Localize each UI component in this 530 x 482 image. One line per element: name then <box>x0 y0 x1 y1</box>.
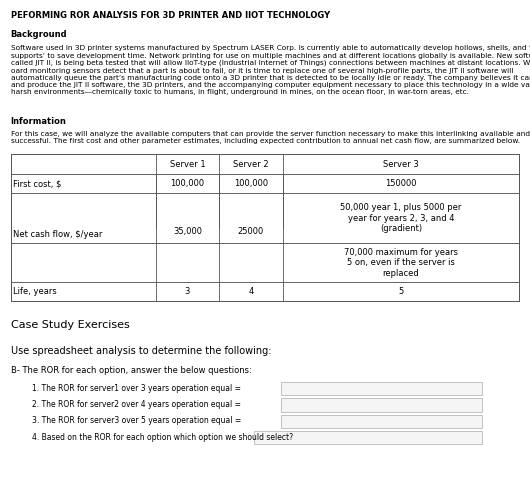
Text: 100,000: 100,000 <box>170 179 205 188</box>
Text: Server 2: Server 2 <box>233 160 269 169</box>
Text: 100,000: 100,000 <box>234 179 268 188</box>
Text: Server 1: Server 1 <box>170 160 205 169</box>
Text: Life, years: Life, years <box>13 287 57 296</box>
Bar <box>11 174 519 193</box>
Text: Server 3: Server 3 <box>383 160 419 169</box>
Text: First cost, $: First cost, $ <box>13 179 61 188</box>
Text: 25000: 25000 <box>238 227 264 236</box>
Text: Background: Background <box>11 30 67 39</box>
Bar <box>11 193 519 243</box>
Bar <box>11 282 519 301</box>
Text: 4. Based on the ROR for each option which option we should select?: 4. Based on the ROR for each option whic… <box>32 433 293 442</box>
Text: Use spreadsheet analysis to determine the following:: Use spreadsheet analysis to determine th… <box>11 346 271 356</box>
Text: 70,000 maximum for years
5 on, even if the server is
replaced: 70,000 maximum for years 5 on, even if t… <box>344 248 458 278</box>
Text: 35,000: 35,000 <box>173 227 202 236</box>
Text: Information: Information <box>11 117 66 126</box>
Text: Software used in 3D printer systems manufactured by Spectrum LASER Corp. is curr: Software used in 3D printer systems manu… <box>11 45 530 95</box>
Text: B- The ROR for each option, answer the below questions:: B- The ROR for each option, answer the b… <box>11 366 251 375</box>
Bar <box>11 243 519 282</box>
Text: 3: 3 <box>185 287 190 296</box>
Text: Case Study Exercises: Case Study Exercises <box>11 320 129 330</box>
Text: 5: 5 <box>399 287 404 296</box>
Bar <box>11 154 519 174</box>
Bar <box>11 174 519 228</box>
Text: 2. The ROR for server2 over 4 years operation equal =: 2. The ROR for server2 over 4 years oper… <box>32 400 241 409</box>
Text: 3. The ROR for server3 over 5 years operation equal =: 3. The ROR for server3 over 5 years oper… <box>32 416 241 426</box>
Text: 150000: 150000 <box>385 179 417 188</box>
Text: PEFORMING ROR ANALYSIS FOR 3D PRINTER AND IIOT TECHNOLOGY: PEFORMING ROR ANALYSIS FOR 3D PRINTER AN… <box>11 11 330 20</box>
Text: 50,000 year 1, plus 5000 per
year for years 2, 3, and 4
(gradient): 50,000 year 1, plus 5000 per year for ye… <box>340 203 462 233</box>
Text: Net cash flow, $/year: Net cash flow, $/year <box>13 229 103 239</box>
Text: For this case, we will analyze the available computers that can provide the serv: For this case, we will analyze the avail… <box>11 131 529 144</box>
Text: 1. The ROR for server1 over 3 years operation equal =: 1. The ROR for server1 over 3 years oper… <box>32 384 241 393</box>
Text: 4: 4 <box>249 287 254 296</box>
